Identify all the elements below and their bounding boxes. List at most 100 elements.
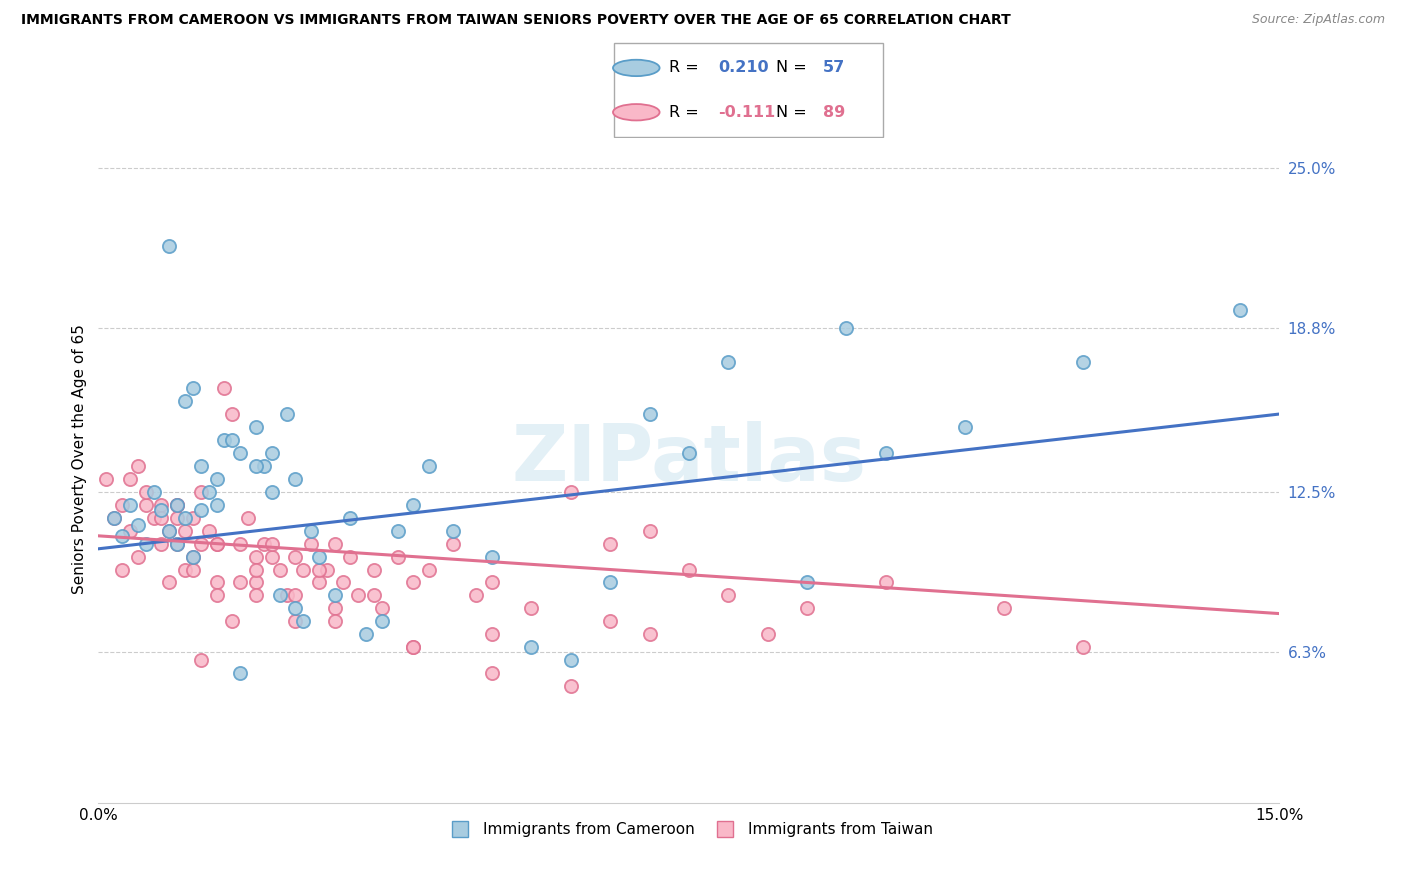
Point [103,510,125,524]
Point [166,498,188,512]
Point [166,536,188,550]
Point [205,498,228,512]
Point [481,549,503,564]
Point [678,562,700,576]
Point [835,321,858,335]
Point [323,601,346,615]
Point [339,510,361,524]
Point [363,562,385,576]
Point [465,589,488,603]
Point [638,524,661,538]
Point [339,549,361,564]
Point [205,589,228,603]
Point [520,601,543,615]
Point [260,536,283,550]
Point [276,407,298,421]
Point [402,575,425,590]
Point [229,575,252,590]
Point [1229,303,1251,318]
Point [371,601,394,615]
Point [174,562,197,576]
Point [166,498,188,512]
Point [308,562,330,576]
Point [229,446,252,460]
Point [418,458,440,473]
Point [253,458,276,473]
FancyBboxPatch shape [614,43,883,137]
Point [638,627,661,641]
Point [229,666,252,681]
Text: ZIPatlas: ZIPatlas [512,421,866,498]
Point [181,510,204,524]
Point [142,510,165,524]
Point [402,640,425,655]
Point [332,575,354,590]
Point [1071,640,1094,655]
Point [638,407,661,421]
Point [150,536,173,550]
Point [150,503,173,517]
Text: R =: R = [669,104,699,120]
Point [308,575,330,590]
Point [481,575,503,590]
Point [205,472,228,486]
Point [717,589,740,603]
Point [245,575,267,590]
Point [308,549,330,564]
Point [135,536,157,550]
Point [181,562,204,576]
Point [118,524,141,538]
Text: R =: R = [669,61,699,76]
Point [197,524,219,538]
Point [387,524,409,538]
Point [205,536,228,550]
Point [599,575,621,590]
Point [441,536,464,550]
Point [717,355,740,369]
Point [221,433,243,447]
Point [796,601,818,615]
Text: 0.210: 0.210 [718,61,769,76]
Point [756,627,779,641]
Point [111,498,134,512]
Point [953,420,976,434]
Point [111,529,134,543]
Point [269,562,291,576]
Point [245,589,267,603]
Point [190,653,212,667]
Point [560,679,582,693]
Legend: Immigrants from Cameroon, Immigrants from Taiwan: Immigrants from Cameroon, Immigrants fro… [439,816,939,843]
Point [166,510,188,524]
Text: IMMIGRANTS FROM CAMEROON VS IMMIGRANTS FROM TAIWAN SENIORS POVERTY OVER THE AGE : IMMIGRANTS FROM CAMEROON VS IMMIGRANTS F… [21,13,1011,28]
Point [205,536,228,550]
Point [221,615,243,629]
Point [292,562,315,576]
Point [157,524,180,538]
Point [135,498,157,512]
Point [875,446,897,460]
Point [150,510,173,524]
Point [260,484,283,499]
Point [323,615,346,629]
Point [190,484,212,499]
Text: -0.111: -0.111 [718,104,776,120]
Point [269,589,291,603]
Circle shape [613,104,659,120]
Y-axis label: Seniors Poverty Over the Age of 65: Seniors Poverty Over the Age of 65 [72,325,87,594]
Point [157,238,180,252]
Point [127,458,149,473]
Point [418,562,440,576]
Point [284,589,307,603]
Point [127,549,149,564]
Point [347,589,370,603]
Point [253,536,276,550]
Point [260,446,283,460]
Point [284,615,307,629]
Point [190,458,212,473]
Point [299,536,322,550]
Point [993,601,1015,615]
Point [174,510,197,524]
Point [875,575,897,590]
Point [157,575,180,590]
Point [323,589,346,603]
